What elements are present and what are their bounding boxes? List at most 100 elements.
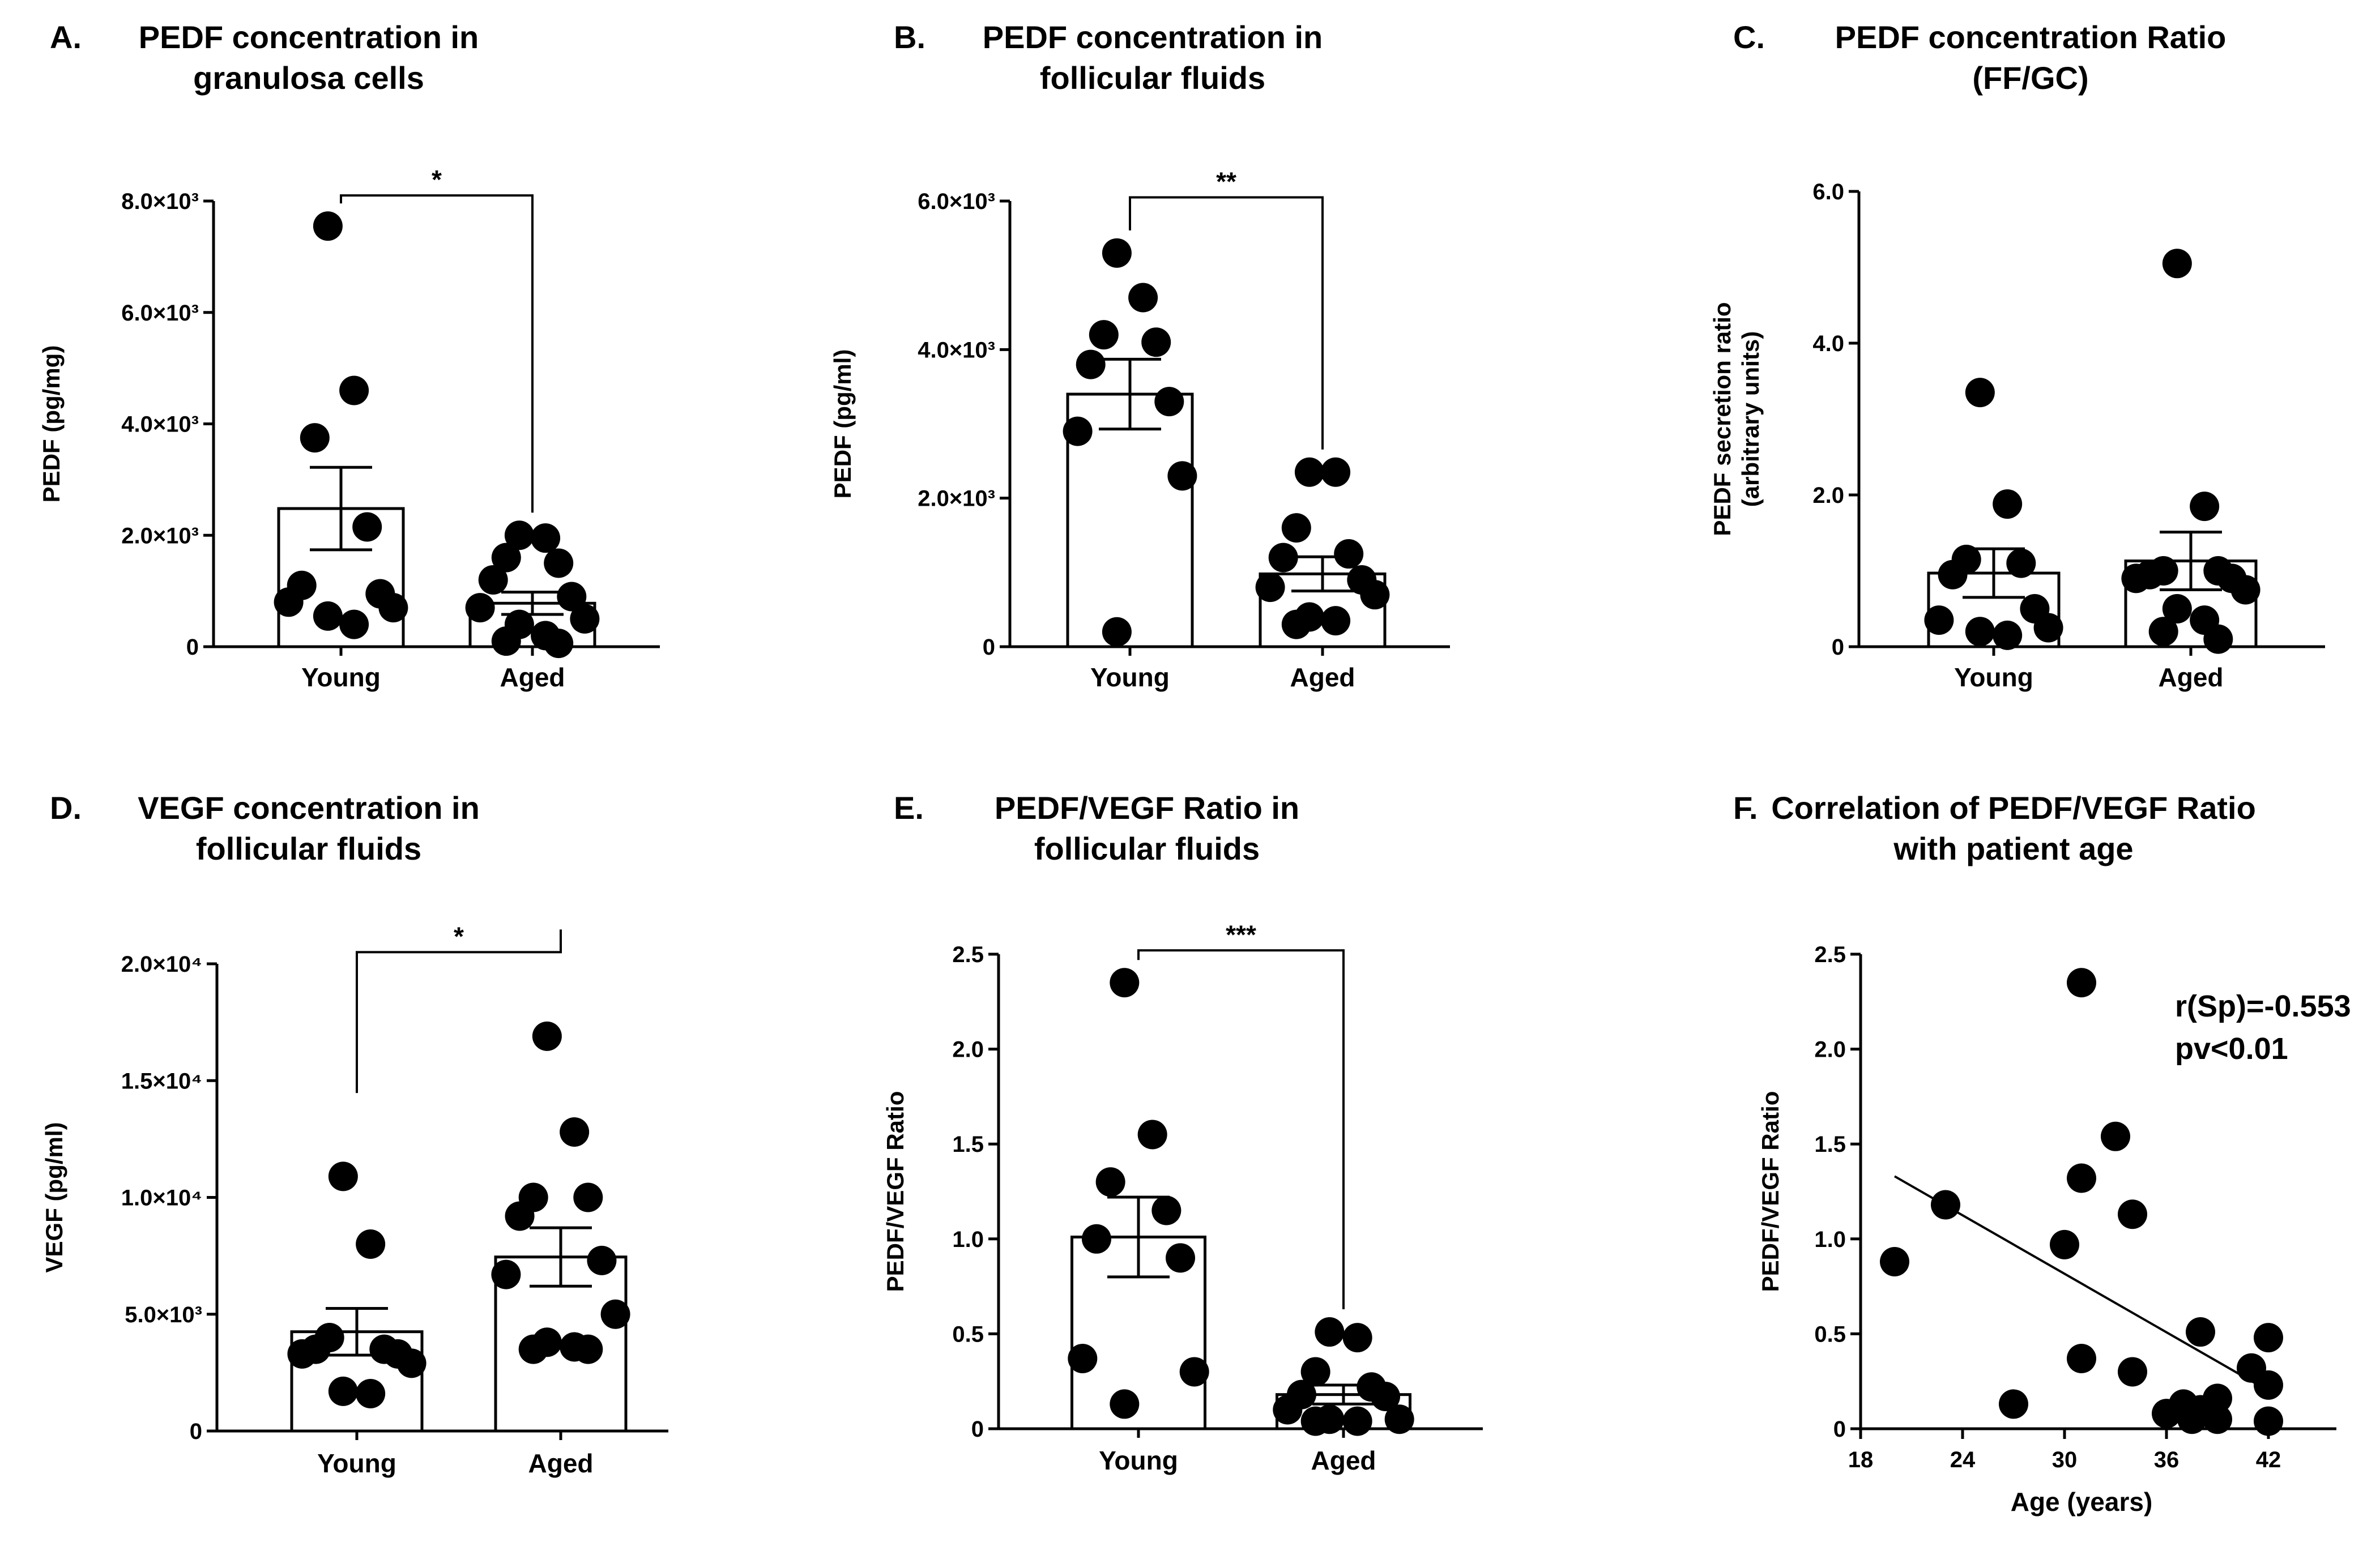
data-point: [274, 587, 304, 617]
data-point: [1360, 580, 1390, 610]
data-point: [1281, 513, 1311, 543]
y-tick-label: 1.5: [1814, 1132, 1846, 1157]
y-axis-label: PEDF (pg/ml): [829, 349, 856, 499]
x-category-label: Young: [1954, 663, 2033, 692]
data-point: [1931, 1190, 1960, 1220]
panel-title-line: PEDF concentration in: [983, 19, 1323, 55]
data-point: [1128, 283, 1158, 313]
y-axis-label: PEDF secretion ratio: [1709, 302, 1735, 536]
data-point: [544, 629, 574, 659]
correlation-stat: r(Sp)=-0.553: [2175, 989, 2351, 1023]
x-category-label: Aged: [2159, 663, 2224, 692]
data-point: [1315, 1317, 1345, 1347]
data-point: [465, 593, 495, 623]
data-point: [1273, 1395, 1303, 1425]
data-point: [573, 1334, 603, 1364]
y-axis-label: VEGF (pg/ml): [41, 1122, 67, 1273]
data-point: [1321, 606, 1351, 636]
panel-e: E. PEDF/VEGF Ratio in follicular fluids 0 0.…: [882, 790, 1483, 1475]
data-point: [1999, 1389, 2028, 1419]
p-value-stat: pv<0.01: [2175, 1032, 2288, 1066]
panel-title-line: (FF/GC): [1972, 60, 2088, 96]
data-point: [2067, 1163, 2096, 1193]
data-point: [2118, 1199, 2147, 1229]
data-point: [1089, 320, 1119, 350]
y-tick-label: 4.0×10³: [121, 412, 199, 437]
data-point: [1110, 968, 1140, 998]
y-tick-label: 2.0×10⁴: [121, 952, 202, 977]
significance-bracket: [340, 194, 534, 513]
data-point: [2254, 1323, 2283, 1353]
data-point: [478, 565, 508, 595]
y-tick-label: 0: [186, 635, 199, 660]
data-point: [2254, 1406, 2283, 1436]
x-tick-label: 30: [2052, 1447, 2078, 1472]
panel-title-line: follicular fluids: [1040, 60, 1265, 96]
x-category-label: Young: [1099, 1446, 1178, 1475]
significance-bracket: [1137, 949, 1345, 1310]
data-point: [1076, 349, 1106, 379]
data-point: [1268, 543, 1298, 573]
data-point: [557, 582, 587, 612]
data-point: [505, 1201, 535, 1231]
panel-letter: F.: [1733, 790, 1758, 826]
data-point: [1993, 620, 2023, 650]
y-tick-label: 2.0×10³: [121, 523, 199, 548]
significance-bracket: [356, 929, 562, 1094]
panel-title-line: granulosa cells: [193, 60, 424, 96]
data-point: [2203, 1404, 2232, 1434]
data-point: [1371, 1382, 1401, 1412]
data-point: [352, 512, 382, 542]
panel-letter: E.: [894, 790, 924, 826]
data-point: [1294, 457, 1324, 487]
data-point: [1342, 1406, 1372, 1436]
x-tick-label: 42: [2256, 1447, 2281, 1472]
data-point: [339, 609, 369, 639]
data-point: [356, 1229, 386, 1259]
y-tick-label: 1.0: [952, 1227, 984, 1252]
panel-b: B. PEDF concentration in follicular fluids…: [829, 19, 1450, 692]
y-tick-label: 2.0: [1814, 1037, 1846, 1062]
y-tick-label: 2.0×10³: [918, 486, 995, 511]
data-point: [2230, 575, 2260, 605]
data-point: [1068, 1343, 1098, 1373]
data-point: [1880, 1247, 1909, 1277]
panel-title-line: VEGF concentration in: [138, 790, 480, 826]
significance-bracket: [1129, 196, 1324, 450]
significance-label: *: [432, 165, 442, 194]
data-point: [2186, 1317, 2215, 1347]
y-tick-label: 6.0×10³: [121, 301, 199, 326]
y-tick-label: 2.5: [952, 942, 984, 967]
data-point: [1321, 457, 1351, 487]
x-category-label: Young: [301, 663, 381, 692]
data-point: [2162, 249, 2192, 279]
panel-title-line: PEDF concentration Ratio: [1835, 19, 2227, 55]
data-point: [544, 548, 574, 578]
data-point: [1255, 573, 1285, 603]
y-tick-label: 1.5: [952, 1132, 984, 1157]
y-tick-label: 0.5: [952, 1322, 984, 1347]
y-tick-label: 0: [190, 1419, 202, 1444]
significance-label: **: [1216, 166, 1236, 196]
panel-title-line: follicular fluids: [196, 831, 421, 866]
x-tick-label: 18: [1848, 1447, 1874, 1472]
data-point: [1063, 416, 1093, 446]
data-point: [1342, 1323, 1372, 1353]
data-point: [2067, 1343, 2096, 1373]
data-point: [313, 601, 343, 631]
y-tick-label: 0.5: [1814, 1322, 1846, 1347]
data-point: [1081, 1224, 1111, 1254]
data-point: [1334, 539, 1364, 569]
data-point: [2203, 1383, 2232, 1413]
y-tick-label: 6.0: [1812, 180, 1844, 204]
data-point: [1938, 559, 1968, 590]
y-tick-label: 4.0×10³: [918, 338, 995, 362]
panel-d: D. VEGF concentration in follicular fluids…: [41, 790, 668, 1478]
data-point: [1102, 238, 1132, 268]
panel-title-line: with patient age: [1893, 831, 2133, 866]
significance-label: *: [454, 921, 464, 951]
panel-letter: B.: [894, 19, 925, 55]
y-tick-label: 2.0: [952, 1037, 984, 1062]
x-category-label: Aged: [1311, 1446, 1376, 1475]
data-point: [2101, 1121, 2130, 1151]
